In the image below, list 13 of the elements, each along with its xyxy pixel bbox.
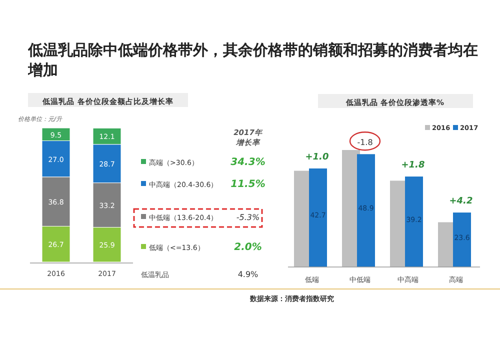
annotation: +1.0: [305, 152, 329, 162]
bar: [357, 154, 375, 267]
text: 4.9%: [238, 270, 259, 279]
text: -5.3%: [236, 213, 260, 222]
bar: [405, 176, 423, 267]
annotation: -1.8: [357, 138, 373, 148]
annotation: +4.2: [449, 196, 473, 207]
bar: [309, 168, 327, 267]
text: 2.0%: [234, 242, 262, 253]
bar: [453, 212, 471, 267]
annotation: +1.8: [401, 160, 425, 171]
text: 11.5%: [230, 179, 266, 190]
text: 34.3%: [230, 157, 266, 168]
